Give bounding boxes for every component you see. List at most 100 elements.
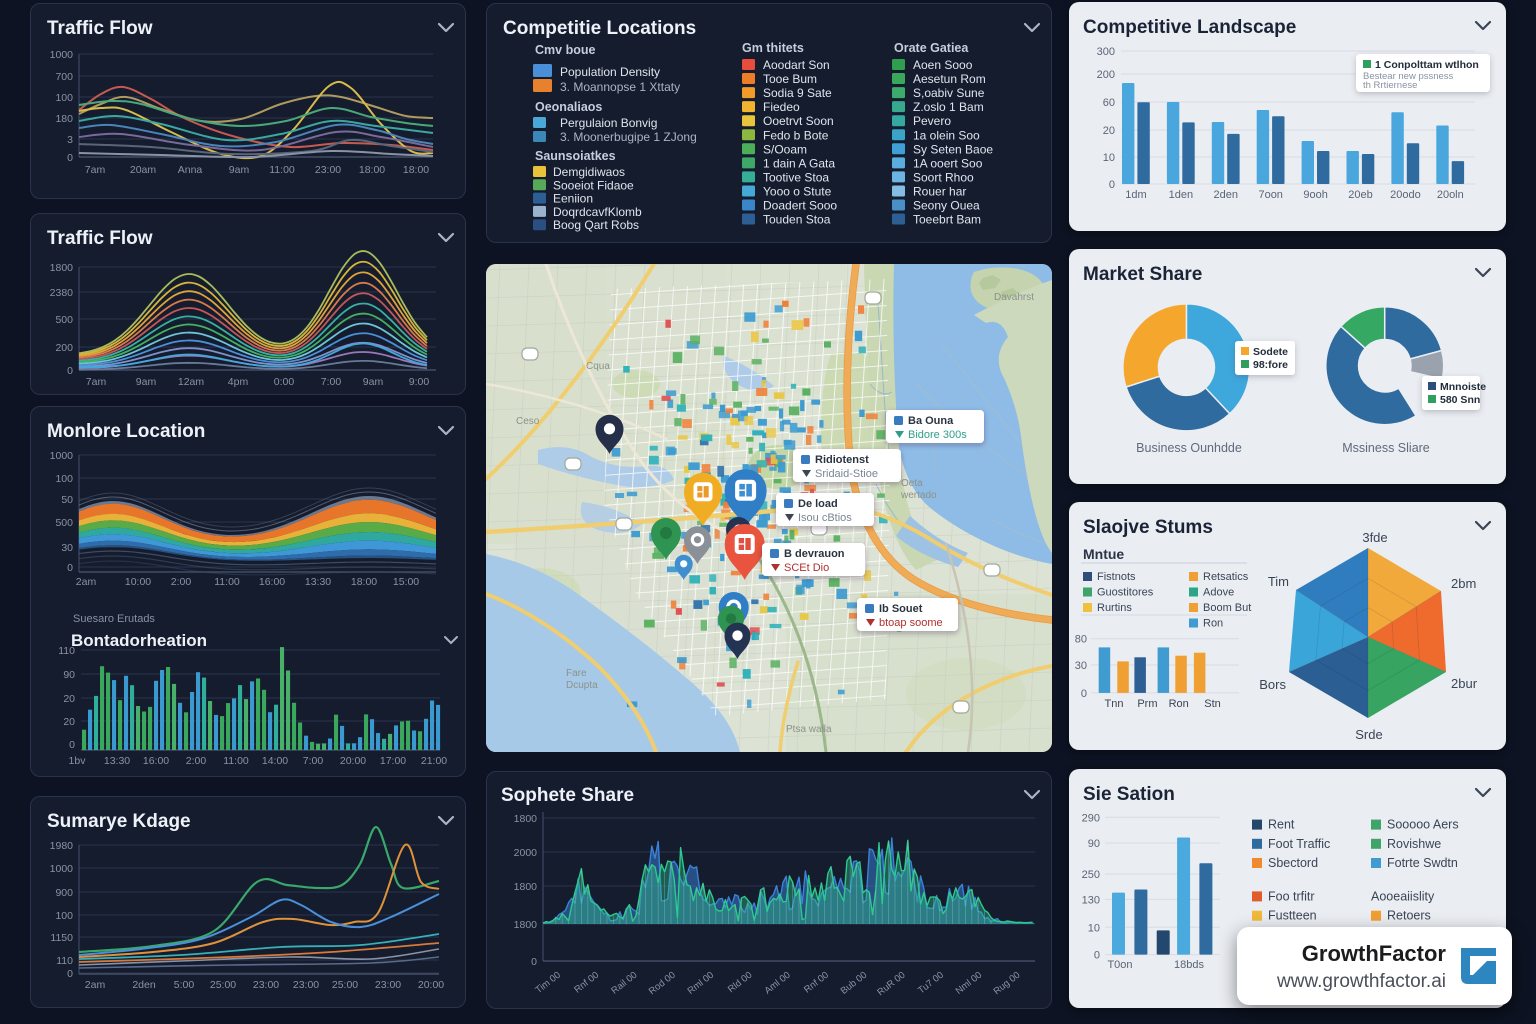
svg-text:500: 500 — [55, 517, 73, 529]
svg-text:0: 0 — [1109, 179, 1115, 191]
svg-text:wertado: wertado — [900, 490, 937, 501]
svg-text:2bur: 2bur — [1451, 676, 1478, 691]
svg-text:130: 130 — [1082, 894, 1100, 906]
svg-text:Bontadorheation: Bontadorheation — [71, 631, 207, 650]
svg-text:900: 900 — [55, 887, 73, 899]
svg-text:Foot Traffic: Foot Traffic — [1268, 837, 1330, 851]
svg-text:Boom But: Boom But — [1203, 602, 1251, 614]
svg-text:Soort Rhoo: Soort Rhoo — [913, 170, 974, 184]
svg-text:Z.oslo 1 Bam: Z.oslo 1 Bam — [913, 100, 984, 114]
svg-text:Oeta: Oeta — [901, 478, 923, 489]
svg-text:13:30: 13:30 — [104, 755, 130, 767]
svg-text:2den: 2den — [1214, 189, 1238, 201]
svg-text:23:00: 23:00 — [253, 979, 279, 991]
svg-text:25:00: 25:00 — [332, 979, 358, 991]
svg-text:7oon: 7oon — [1258, 189, 1282, 201]
svg-text:9am: 9am — [136, 376, 157, 388]
svg-text:2am: 2am — [85, 979, 106, 991]
svg-text:25:00: 25:00 — [210, 979, 236, 991]
svg-text:Anna: Anna — [178, 164, 203, 176]
svg-text:1A ooert Soo: 1A ooert Soo — [913, 156, 983, 170]
svg-text:Demgidiwaos: Demgidiwaos — [553, 165, 625, 179]
svg-text:5:00: 5:00 — [174, 979, 195, 991]
svg-text:10:00: 10:00 — [125, 576, 151, 588]
svg-text:Rml 00: Rml 00 — [686, 970, 716, 997]
svg-text:20am: 20am — [130, 164, 157, 176]
svg-text:Population Density: Population Density — [560, 65, 660, 79]
svg-text:Mntue: Mntue — [1083, 546, 1124, 562]
svg-text:7:00: 7:00 — [321, 376, 342, 388]
svg-text:Suesaro Erutads: Suesaro Erutads — [73, 613, 155, 625]
svg-text:20: 20 — [1103, 125, 1115, 137]
svg-text:12am: 12am — [178, 376, 205, 388]
svg-text:Ceso: Ceso — [516, 416, 540, 427]
svg-text:T0on: T0on — [1107, 959, 1132, 971]
svg-text:80: 80 — [1075, 634, 1087, 646]
svg-text:3. Moannopse 1 Xttaty: 3. Moannopse 1 Xttaty — [560, 80, 680, 94]
svg-text:Tim 00: Tim 00 — [533, 970, 562, 996]
svg-text:2bm: 2bm — [1451, 576, 1476, 591]
svg-text:Rouer har: Rouer har — [913, 184, 966, 198]
svg-text:Guostitores: Guostitores — [1097, 587, 1154, 599]
svg-text:Sumarye Kdage: Sumarye Kdage — [47, 811, 191, 832]
svg-text:Sodete: Sodete — [1253, 346, 1288, 358]
svg-text:200: 200 — [1097, 69, 1115, 81]
svg-text:1 dain A Gata: 1 dain A Gata — [763, 156, 835, 170]
svg-text:1800: 1800 — [514, 813, 538, 825]
svg-text:30: 30 — [61, 542, 73, 554]
svg-text:200: 200 — [55, 342, 73, 354]
svg-text:3: 3 — [67, 134, 73, 146]
svg-text:Pergulaion Bonvig: Pergulaion Bonvig — [560, 116, 657, 130]
svg-text:Aooeaiislity: Aooeaiislity — [1371, 889, 1435, 903]
svg-text:7am: 7am — [86, 376, 107, 388]
svg-text:Cmv boue: Cmv boue — [535, 43, 595, 57]
svg-text:1000: 1000 — [50, 49, 74, 61]
svg-text:1bv: 1bv — [69, 755, 87, 767]
svg-text:Isou cBtios: Isou cBtios — [798, 512, 852, 524]
svg-text:500: 500 — [55, 314, 73, 326]
svg-text:Sridaid-Stioe: Sridaid-Stioe — [815, 468, 878, 480]
svg-text:Cqua: Cqua — [586, 361, 610, 372]
svg-text:Fotrte Swdtn: Fotrte Swdtn — [1387, 856, 1458, 870]
svg-text:Rovishwe: Rovishwe — [1387, 837, 1441, 851]
svg-text:180: 180 — [55, 113, 73, 125]
svg-text:1000: 1000 — [50, 450, 74, 462]
svg-text:9ooh: 9ooh — [1303, 189, 1327, 201]
svg-text:Rail 00: Rail 00 — [609, 970, 639, 997]
svg-text:Touden Stoa: Touden Stoa — [763, 213, 831, 227]
svg-text:23:00: 23:00 — [315, 164, 341, 176]
svg-text:Dcupta: Dcupta — [566, 680, 598, 691]
svg-text:1000: 1000 — [50, 863, 74, 875]
svg-text:Rent: Rent — [1268, 818, 1295, 832]
svg-text:100: 100 — [55, 910, 73, 922]
svg-text:Stn: Stn — [1204, 698, 1221, 710]
svg-text:Mssiness Sliare: Mssiness Sliare — [1342, 441, 1430, 455]
svg-text:21:00: 21:00 — [421, 755, 447, 767]
svg-text:Sooeiot Fidaoe: Sooeiot Fidaoe — [553, 178, 634, 192]
svg-text:60: 60 — [1103, 97, 1115, 109]
svg-text:Bors: Bors — [1259, 677, 1286, 692]
svg-text:0: 0 — [1081, 688, 1087, 700]
svg-text:20oln: 20oln — [1437, 189, 1464, 201]
svg-text:1800: 1800 — [50, 262, 74, 274]
svg-text:Competitie Locations: Competitie Locations — [503, 18, 696, 39]
svg-text:Rnf 00: Rnf 00 — [802, 970, 831, 996]
svg-text:2:00: 2:00 — [186, 755, 207, 767]
svg-text:Tu7 00: Tu7 00 — [916, 970, 946, 997]
svg-text:Ib Souet: Ib Souet — [879, 603, 923, 615]
svg-text:Slaojve Stums: Slaojve Stums — [1083, 517, 1213, 538]
svg-text:Nml 00: Nml 00 — [954, 970, 984, 997]
svg-text:1150: 1150 — [50, 932, 73, 944]
svg-text:Sophete Share: Sophete Share — [501, 785, 634, 806]
svg-text:Pevero: Pevero — [913, 114, 951, 128]
svg-text:Fistnots: Fistnots — [1097, 571, 1136, 583]
svg-text:Fare: Fare — [566, 668, 587, 679]
svg-text:50: 50 — [61, 494, 73, 506]
svg-text:9am: 9am — [363, 376, 384, 388]
svg-text:23:00: 23:00 — [293, 979, 319, 991]
svg-text:0: 0 — [531, 956, 537, 968]
svg-text:16:00: 16:00 — [259, 576, 285, 588]
svg-text:100: 100 — [55, 92, 73, 104]
svg-text:Sie Sation: Sie Sation — [1083, 784, 1175, 805]
svg-text:16:00: 16:00 — [143, 755, 169, 767]
